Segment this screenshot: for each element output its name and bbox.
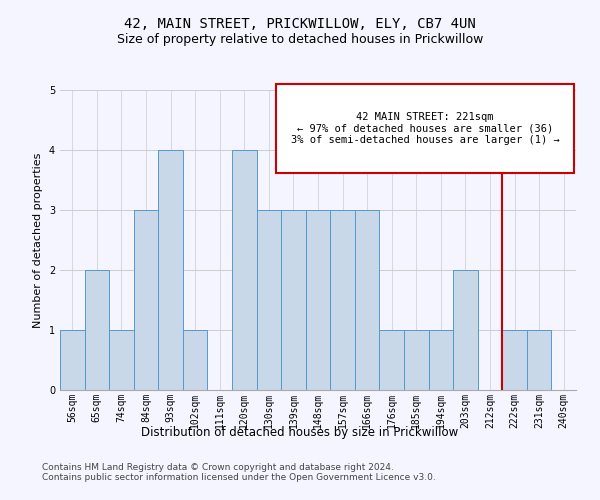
Bar [134, 210, 158, 390]
Bar [306, 210, 330, 390]
Bar [281, 210, 306, 390]
Bar [109, 330, 134, 390]
Bar [257, 210, 281, 390]
Text: 42 MAIN STREET: 221sqm
← 97% of detached houses are smaller (36)
3% of semi-deta: 42 MAIN STREET: 221sqm ← 97% of detached… [290, 112, 559, 145]
Y-axis label: Number of detached properties: Number of detached properties [34, 152, 43, 328]
Bar [502, 330, 527, 390]
Bar [404, 330, 428, 390]
Text: Distribution of detached houses by size in Prickwillow: Distribution of detached houses by size … [142, 426, 458, 439]
Bar [330, 210, 355, 390]
Bar [428, 330, 453, 390]
Text: Size of property relative to detached houses in Prickwillow: Size of property relative to detached ho… [117, 32, 483, 46]
Bar [158, 150, 183, 390]
Bar [232, 150, 257, 390]
FancyBboxPatch shape [276, 84, 574, 173]
Bar [527, 330, 551, 390]
Text: Contains HM Land Registry data © Crown copyright and database right 2024.: Contains HM Land Registry data © Crown c… [42, 464, 394, 472]
Bar [183, 330, 208, 390]
Bar [355, 210, 379, 390]
Text: 42, MAIN STREET, PRICKWILLOW, ELY, CB7 4UN: 42, MAIN STREET, PRICKWILLOW, ELY, CB7 4… [124, 18, 476, 32]
Bar [85, 270, 109, 390]
Bar [60, 330, 85, 390]
Text: Contains public sector information licensed under the Open Government Licence v3: Contains public sector information licen… [42, 474, 436, 482]
Bar [379, 330, 404, 390]
Bar [453, 270, 478, 390]
